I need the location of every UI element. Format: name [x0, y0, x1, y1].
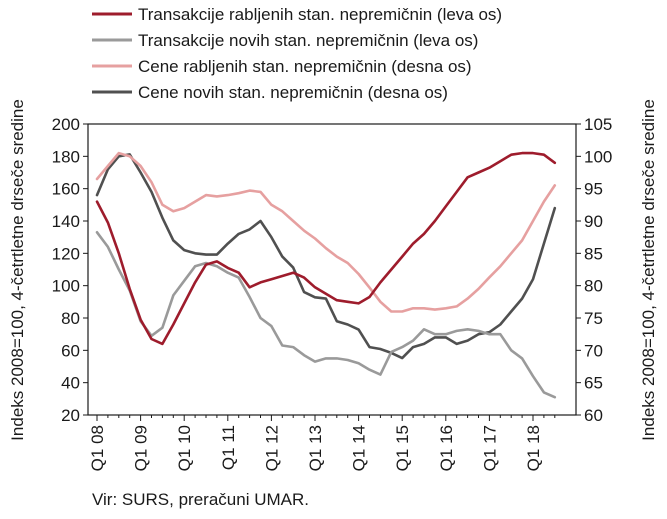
left-tick-label: 200: [52, 115, 80, 134]
x-tick-label: Q1 18: [524, 425, 543, 471]
right-tick-label: 90: [584, 212, 603, 231]
right-tick-label: 100: [584, 147, 612, 166]
legend: Transakcije rabljenih stan. nepremičnin …: [92, 5, 502, 102]
right-tick-label: 60: [584, 406, 603, 425]
x-tick-label: Q1 09: [132, 425, 151, 471]
left-tick-label: 160: [52, 180, 80, 199]
left-tick-label: 140: [52, 212, 80, 231]
series-line-2: [95, 231, 557, 399]
right-tick-label: 75: [584, 309, 603, 328]
left-tick-label: 80: [61, 309, 80, 328]
left-axis: 20 40 60 80 100 120 140 160 180 200: [52, 115, 88, 425]
right-tick-label: 80: [584, 277, 603, 296]
right-axis: 60 65 70 75 80 85 90 95 100 105: [576, 115, 612, 425]
x-tick-label: Q1 08: [88, 425, 107, 471]
left-tick-label: 180: [52, 147, 80, 166]
y-axis-label-right: Indeks 2008=100, 4-četrtletne drseče sre…: [639, 99, 658, 441]
series-line-1: [95, 151, 557, 346]
legend-label: Cene novih stan. nepremičnin (desna os): [138, 83, 448, 102]
legend-label: Cene rabljenih stan. nepremičnin (desna …: [138, 57, 472, 76]
y-axis-label-left: Indeks 2008=100, 4-četrtletne drseče sre…: [8, 99, 27, 441]
source-note: Vir: SURS, preračuni UMAR.: [92, 490, 309, 509]
x-tick-label: Q1 16: [437, 425, 456, 471]
x-tick-label: Q1 17: [480, 425, 499, 471]
right-tick-label: 85: [584, 244, 603, 263]
left-tick-label: 60: [61, 341, 80, 360]
legend-label: Transakcije rabljenih stan. nepremičnin …: [138, 5, 502, 24]
series-lines: [95, 151, 557, 399]
x-tick-label: Q1 10: [175, 425, 194, 471]
series-line-3: [95, 151, 557, 313]
series-line-4: [95, 153, 557, 360]
plot-frame: [87, 123, 577, 416]
left-tick-label: 120: [52, 244, 80, 263]
legend-label: Transakcije novih stan. nepremičnin (lev…: [138, 31, 478, 50]
right-tick-label: 70: [584, 341, 603, 360]
right-tick-label: 95: [584, 180, 603, 199]
x-tick-label: Q1 14: [350, 425, 369, 471]
x-tick-label: Q1 11: [219, 425, 238, 470]
left-tick-label: 40: [61, 374, 80, 393]
x-tick-label: Q1 15: [393, 425, 412, 471]
x-axis: Q1 08 Q1 09 Q1 10 Q1 11 Q1 12 Q1 13 Q1 14 Q1 15…: [88, 415, 556, 471]
left-tick-label: 20: [61, 406, 80, 425]
right-tick-label: 65: [584, 374, 603, 393]
x-tick-label: Q1 13: [306, 425, 325, 471]
right-tick-label: 105: [584, 115, 612, 134]
left-tick-label: 100: [52, 277, 80, 296]
x-tick-label: Q1 12: [262, 425, 281, 471]
